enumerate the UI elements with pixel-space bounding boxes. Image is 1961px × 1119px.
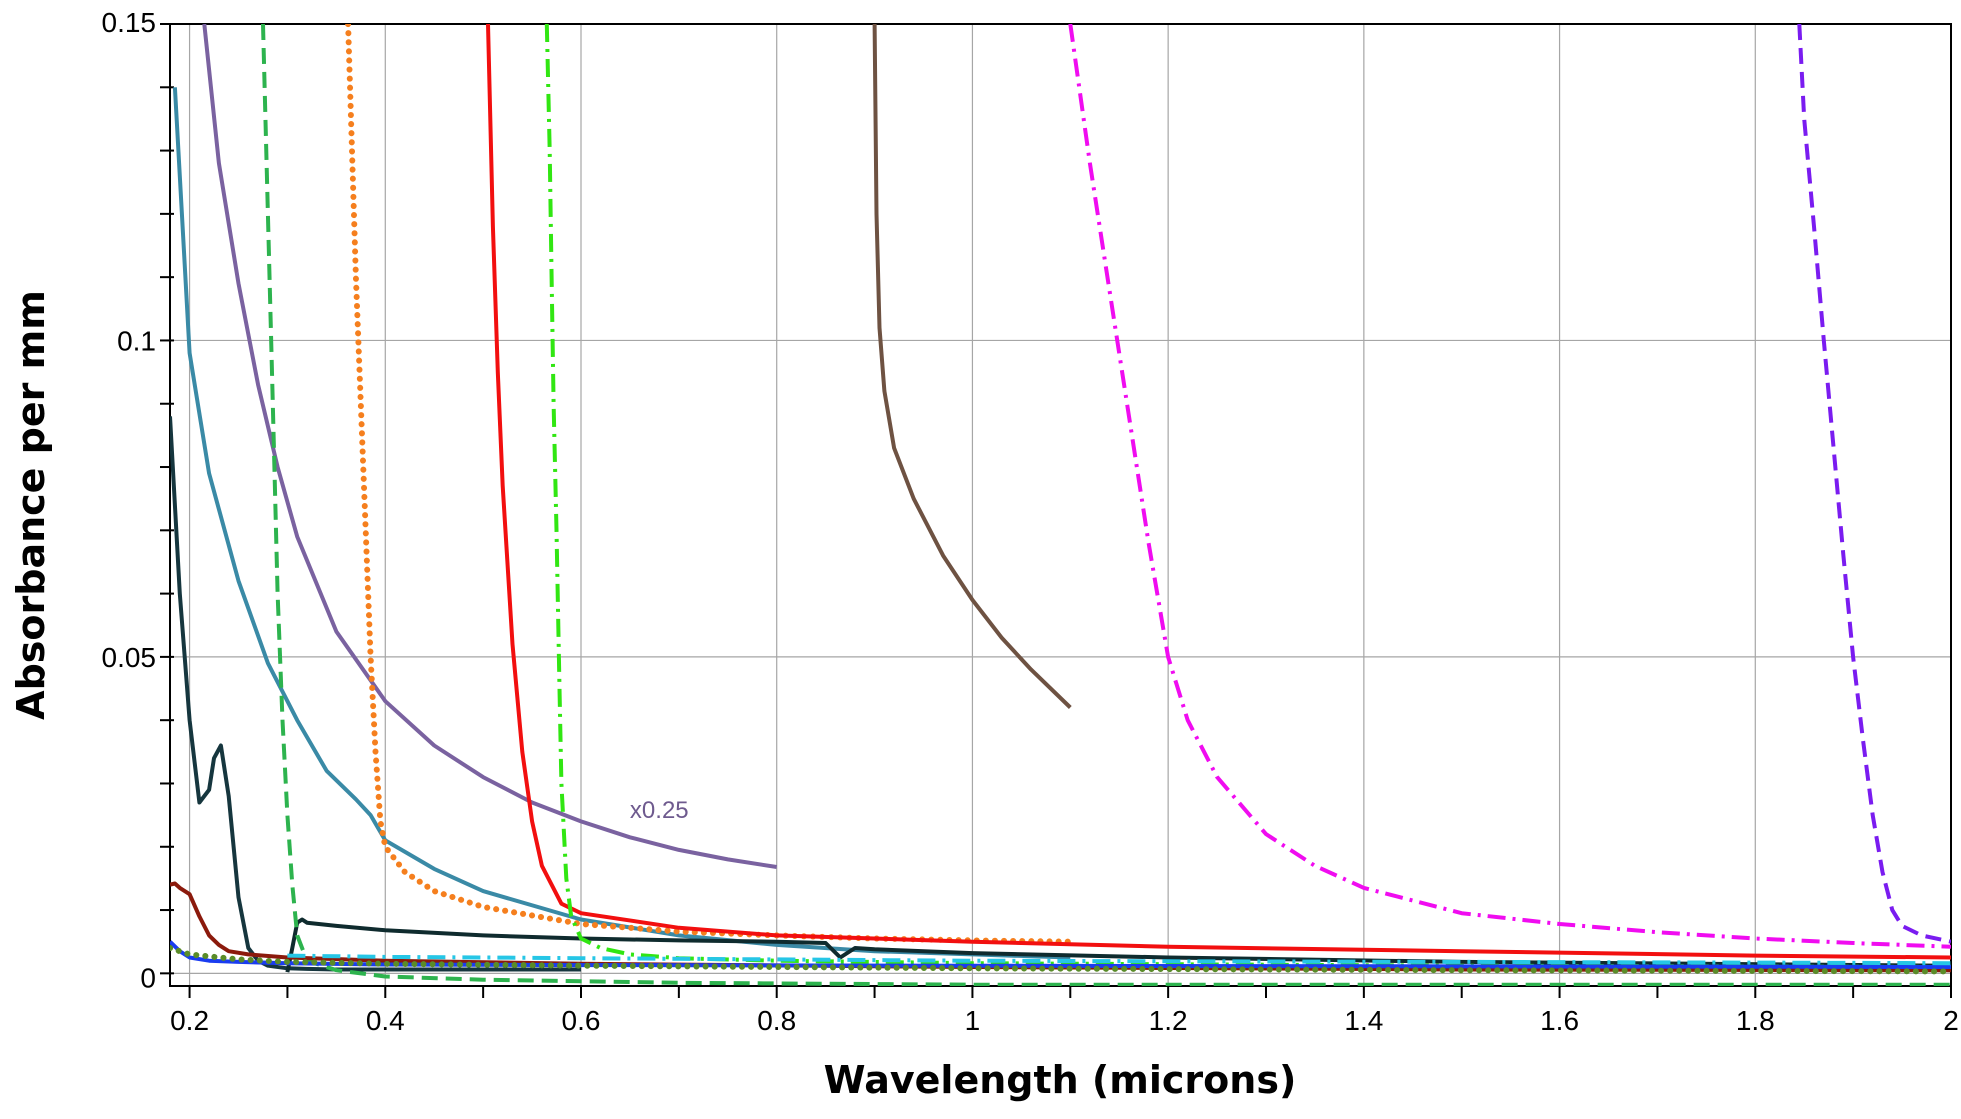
series-line-8	[544, 24, 1951, 969]
series-line-1	[202, 24, 778, 869]
x-tick-label: 1.2	[1149, 1005, 1188, 1036]
series-line-6	[345, 24, 1074, 945]
x-tick-label: 1.6	[1540, 1005, 1579, 1036]
x-tick-label: 0.8	[757, 1005, 796, 1036]
x-tick-label: 0.6	[562, 1005, 601, 1036]
y-axis-tick-labels: 0 0.05 0.1 0.15	[102, 7, 157, 993]
y-tick-label: 0.05	[102, 642, 157, 673]
series-line-3	[170, 416, 581, 972]
x-tick-label: 0.2	[170, 1005, 209, 1036]
series-line-2	[172, 87, 1071, 960]
y-axis-title: Absorbance per mm	[9, 290, 53, 720]
series-line-10	[1068, 24, 1951, 949]
grid-lines	[170, 23, 1952, 986]
series-line-9	[872, 24, 1072, 709]
x-tick-label: 1	[965, 1005, 981, 1036]
x-axis-title: Wavelength (microns)	[824, 1058, 1297, 1102]
x-axis-tick-labels: 0.2 0.4 0.6 0.8 1 1.2 1.4 1.6 1.8 2	[170, 1005, 1959, 1036]
x-tick-label: 0.4	[366, 1005, 405, 1036]
y-tick-label: 0.1	[117, 325, 156, 356]
x-tick-label: 1.4	[1344, 1005, 1383, 1036]
series-group	[170, 24, 1951, 986]
minor-ticks	[160, 23, 1952, 998]
series-line-4	[285, 917, 1951, 973]
series-line-5	[261, 24, 1951, 986]
x-tick-label: 1.8	[1736, 1005, 1775, 1036]
y-tick-label: 0.15	[102, 7, 157, 38]
series-line-15	[170, 945, 1951, 975]
x-tick-label: 2	[1943, 1005, 1959, 1036]
series-line-7	[486, 24, 1951, 960]
series-line-11	[1797, 24, 1951, 944]
annotation-scale-label: x0.25	[630, 797, 689, 824]
y-tick-label: 0	[140, 962, 156, 993]
plot-area-frame	[169, 23, 1952, 987]
series-line-14	[287, 953, 1951, 966]
